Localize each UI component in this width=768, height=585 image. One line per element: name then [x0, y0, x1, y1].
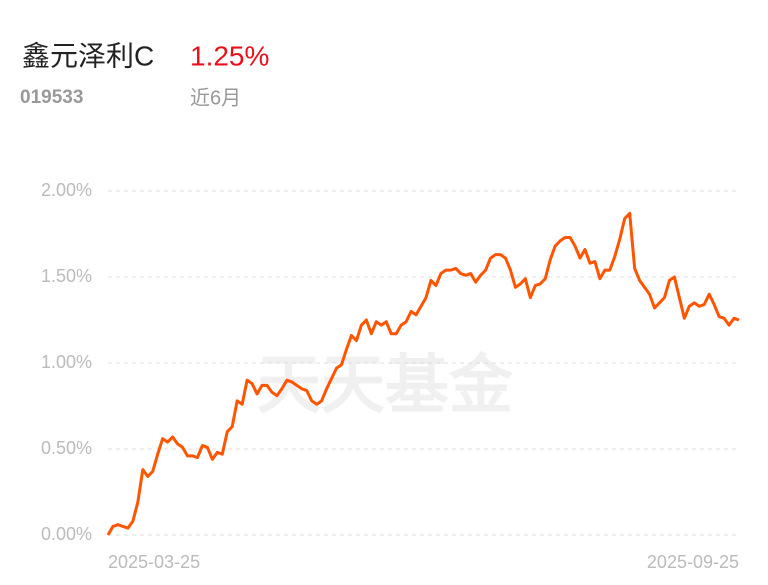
fund-return: 1.25% [190, 40, 269, 71]
return-line [106, 211, 740, 536]
y-tick-label: 0.50% [41, 438, 92, 458]
y-tick-label: 1.50% [41, 266, 92, 286]
y-tick-label: 2.00% [41, 180, 92, 200]
y-tick-label: 1.00% [41, 352, 92, 372]
watermark: 天天基金 [257, 349, 514, 421]
x-tick-label: 2025-03-25 [108, 552, 200, 572]
y-tick-label: 0.00% [41, 524, 92, 544]
fund-name: 鑫元泽利C [22, 40, 154, 71]
period: 近6月 [190, 86, 241, 109]
x-tick-label: 2025-09-25 [647, 552, 739, 572]
fund-code: 019533 [20, 87, 83, 108]
